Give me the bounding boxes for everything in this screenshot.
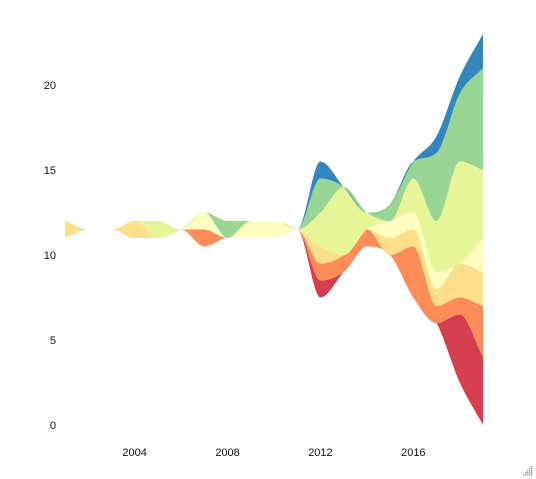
x-axis: 2004 2008 2012 2016 [122,447,425,459]
x-tick-label: 2008 [215,447,239,459]
stream-layer-3 [65,221,483,306]
y-tick-label: 0 [50,420,56,432]
y-axis: 0 5 10 15 20 [44,80,56,432]
y-tick-label: 10 [44,250,56,262]
stream-layers [65,34,483,425]
y-tick-label: 5 [50,335,56,347]
y-tick-label: 20 [44,80,56,92]
stream-layer-5 [65,161,483,272]
stream-layer-4 [65,212,483,289]
x-tick-label: 2004 [122,447,146,459]
x-tick-label: 2016 [401,447,425,459]
resize-grip-icon[interactable] [523,466,533,476]
y-tick-label: 15 [44,165,56,177]
x-tick-label: 2012 [308,447,332,459]
